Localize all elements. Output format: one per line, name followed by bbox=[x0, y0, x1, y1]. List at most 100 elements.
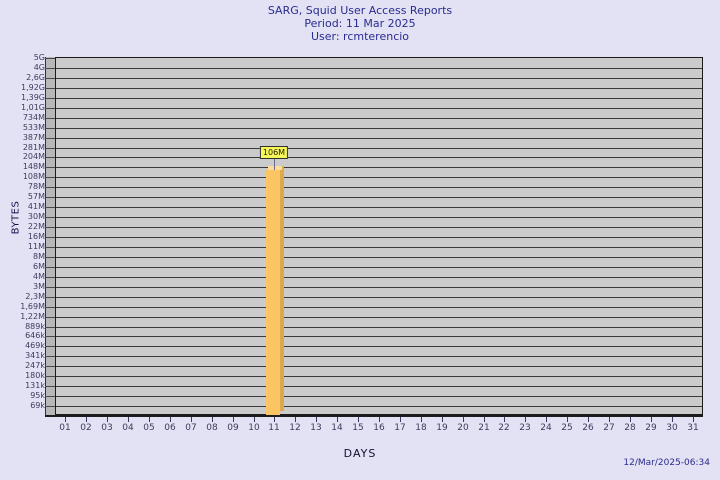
gridline bbox=[56, 287, 702, 288]
gridline bbox=[56, 366, 702, 367]
y-axis-tick-label: 533M bbox=[22, 122, 45, 132]
y-axis-tick-mark bbox=[45, 108, 55, 109]
x-axis-tick-mark bbox=[107, 417, 108, 422]
x-axis-tick-mark bbox=[651, 417, 652, 422]
y-axis-tick-label: 8M bbox=[33, 251, 45, 261]
y-axis-tick-label: 95k bbox=[30, 391, 45, 401]
report-user: User: rcmterencio bbox=[310, 30, 410, 43]
gridline bbox=[56, 386, 702, 387]
x-axis-tick-mark bbox=[442, 417, 443, 422]
y-axis-tick-label: 22M bbox=[27, 222, 45, 232]
gridline bbox=[56, 257, 702, 258]
y-axis-tick-label: 148M bbox=[22, 162, 45, 172]
y-axis-tick-mark bbox=[45, 247, 55, 248]
y-axis-tick-mark bbox=[45, 297, 55, 298]
x-axis-tick-mark bbox=[504, 417, 505, 422]
y-axis-tick-label: 3M bbox=[33, 281, 45, 291]
generated-timestamp: 12/Mar/2025-06:34 bbox=[623, 458, 710, 468]
gridline bbox=[56, 128, 702, 129]
y-axis-tick-mark bbox=[45, 317, 55, 318]
y-axis-tick-label: 646k bbox=[25, 331, 45, 341]
y-axis-tick-mark bbox=[45, 157, 55, 158]
x-axis-tick-label: 11 bbox=[268, 423, 280, 433]
y-axis-tick-mark bbox=[45, 346, 55, 347]
x-axis-tick-mark bbox=[65, 417, 66, 422]
page-title: SARG, Squid User Access Reports bbox=[267, 4, 453, 17]
x-axis-tick-label: 06 bbox=[164, 423, 176, 433]
y-axis-tick-label: 4G bbox=[33, 62, 45, 72]
x-axis-tick-label: 24 bbox=[540, 423, 552, 433]
y-axis-tick-label: 4M bbox=[33, 271, 45, 281]
x-axis-tick-mark bbox=[546, 417, 547, 422]
x-axis-title: DAYS bbox=[343, 447, 377, 460]
x-axis-tick-label: 23 bbox=[519, 423, 531, 433]
y-axis-tick-label: 78M bbox=[27, 182, 45, 192]
x-axis-tick-mark bbox=[567, 417, 568, 422]
y-axis-tick-mark bbox=[45, 88, 55, 89]
bar-side-face bbox=[280, 166, 284, 411]
x-axis-tick-mark bbox=[212, 417, 213, 422]
gridline bbox=[56, 277, 702, 278]
report-period: Period: 11 Mar 2025 bbox=[304, 17, 416, 30]
gridline bbox=[56, 148, 702, 149]
y-axis-tick-mark bbox=[45, 227, 55, 228]
y-axis-tick-mark bbox=[45, 187, 55, 188]
y-axis-tick-mark bbox=[45, 336, 55, 337]
x-axis-line bbox=[45, 415, 703, 417]
x-axis-tick-mark bbox=[672, 417, 673, 422]
y-axis-tick-mark bbox=[45, 138, 55, 139]
y-axis-tick-mark bbox=[45, 396, 55, 397]
y-axis-tick-mark bbox=[45, 148, 55, 149]
x-axis-tick-label: 31 bbox=[687, 423, 699, 433]
y-axis-tick-label: 469k bbox=[25, 341, 45, 351]
y-axis-tick-label: 57M bbox=[27, 192, 45, 202]
y-axis-tick-label: 30M bbox=[27, 212, 45, 222]
y-axis-tick-label: 11M bbox=[27, 241, 45, 251]
x-axis-tick-mark bbox=[254, 417, 255, 422]
x-axis-tick-label: 25 bbox=[561, 423, 573, 433]
x-axis-tick-label: 22 bbox=[498, 423, 510, 433]
y-axis-tick-mark bbox=[45, 257, 55, 258]
y-axis-tick-mark bbox=[45, 277, 55, 278]
gridline bbox=[56, 197, 702, 198]
x-axis-tick-mark bbox=[379, 417, 380, 422]
gridline bbox=[56, 267, 702, 268]
x-axis-tick-mark bbox=[630, 417, 631, 422]
y-axis-tick-mark bbox=[45, 267, 55, 268]
gridline bbox=[56, 227, 702, 228]
y-axis-tick-mark bbox=[45, 118, 55, 119]
y-axis-tick-mark bbox=[45, 307, 55, 308]
y-axis-tick-mark bbox=[45, 237, 55, 238]
gridline bbox=[56, 98, 702, 99]
gridline bbox=[56, 88, 702, 89]
gridline bbox=[56, 78, 702, 79]
y-axis-tick-label: 1,39G bbox=[20, 92, 45, 102]
x-axis-tick-label: 14 bbox=[331, 423, 343, 433]
y-axis-tick-label: 387M bbox=[22, 132, 45, 142]
y-axis-tick-label: 180k bbox=[25, 371, 45, 381]
x-axis-tick-label: 08 bbox=[206, 423, 218, 433]
gridline bbox=[56, 406, 702, 407]
gridline bbox=[56, 237, 702, 238]
x-axis-tick-label: 03 bbox=[101, 423, 113, 433]
y-axis-tick-mark bbox=[45, 406, 55, 407]
y-axis-tick-mark bbox=[45, 58, 55, 59]
y-axis-tick-label: 281M bbox=[22, 142, 45, 152]
y-axis-tick-mark bbox=[45, 386, 55, 387]
x-axis-tick-label: 17 bbox=[394, 423, 406, 433]
x-axis-tick-label: 15 bbox=[352, 423, 364, 433]
y-axis-tick-label: 247k bbox=[25, 361, 45, 371]
y-axis-tick-label: 2,6G bbox=[26, 72, 45, 82]
x-axis-tick-mark bbox=[463, 417, 464, 422]
gridline bbox=[56, 167, 702, 168]
x-axis-tick-label: 30 bbox=[666, 423, 678, 433]
bar-value-stem bbox=[274, 158, 275, 170]
gridline bbox=[56, 297, 702, 298]
x-axis-tick-label: 29 bbox=[645, 423, 657, 433]
gridline bbox=[56, 217, 702, 218]
x-axis-tick-mark bbox=[525, 417, 526, 422]
y-axis-tick-label: 1,22M bbox=[20, 311, 45, 321]
y-axis-tick-mark bbox=[45, 376, 55, 377]
bar[interactable] bbox=[266, 170, 280, 415]
